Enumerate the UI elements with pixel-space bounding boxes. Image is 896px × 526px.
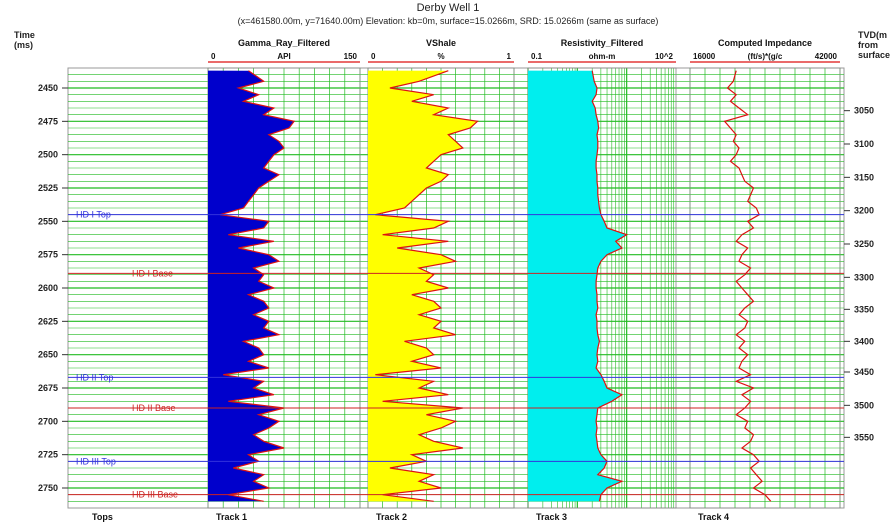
track-1-footer[interactable]: Track 1 [216, 512, 248, 522]
track-3-scale-unit: ohm-m [588, 52, 616, 61]
track-4-header[interactable]: Computed Impedance 16000 (ft/s)*(g/c 420… [690, 38, 840, 64]
tvd-axis-tick-label: 3300 [854, 272, 874, 282]
time-axis-tick-label: 2500 [38, 150, 58, 160]
track-3-curve-name: Resistivity_Filtered [560, 38, 644, 48]
track-3-footer[interactable]: Track 3 [536, 512, 568, 522]
track-1-curve-name: Gamma_Ray_Filtered [237, 38, 331, 48]
track-2-scale-min: 0 [371, 52, 376, 61]
time-axis-tick-label: 2650 [38, 350, 58, 360]
track-4-curve [723, 70, 772, 502]
tvd-axis-tick-label: 3050 [854, 106, 874, 116]
time-axis-tick-label: 2575 [38, 250, 58, 260]
time-axis-tick-label: 2550 [38, 216, 58, 226]
time-axis-tick-label: 2525 [38, 183, 58, 193]
track-2-curve [375, 70, 479, 502]
time-axis-tick-label: 2675 [38, 383, 58, 393]
track-4-footer[interactable]: Track 4 [698, 512, 730, 522]
time-axis-tick-label: 2750 [38, 483, 58, 493]
time-axis-title-line1: Time [14, 30, 35, 40]
formation-top-label: HD II Base [132, 403, 176, 413]
time-axis-tick-label: 2625 [38, 316, 58, 326]
track-1-header[interactable]: Gamma_Ray_Filtered 0 API 150 [208, 38, 360, 64]
tvd-axis-tick-label: 3550 [854, 432, 874, 442]
track-3-curve [591, 70, 629, 502]
track-3-header[interactable]: Resistivity_Filtered 0.1 ohm-m 10^2 [528, 38, 676, 64]
track-1-scale-unit: API [277, 52, 291, 61]
time-axis-tick-label: 2475 [38, 116, 58, 126]
formation-top-label: HD I Top [76, 210, 111, 220]
track-1-curve [220, 70, 296, 502]
track-1-scale-max: 150 [343, 52, 357, 61]
track-2-fill [368, 70, 478, 502]
tvd-axis-tick-label: 3100 [854, 139, 874, 149]
track-4-scale-max: 42000 [814, 52, 837, 61]
well-location-subtitle: (x=461580.00m, y=71640.00m) Elevation: k… [237, 16, 659, 26]
formation-top-label: HD I Base [132, 268, 173, 278]
tvd-axis-title-line1: TVD(m [858, 30, 887, 40]
tvd-axis-tick-label: 3350 [854, 304, 874, 314]
track-2-footer[interactable]: Track 2 [376, 512, 408, 522]
formation-top-label: HD II Top [76, 372, 113, 382]
time-axis-title: Time (ms) [14, 30, 35, 50]
track-3-fill [528, 70, 627, 502]
track-3-scale-min: 0.1 [531, 52, 543, 61]
track-4-scale-min: 16000 [693, 52, 716, 61]
formation-top-label: HD III Top [76, 456, 116, 466]
track-1-scale-min: 0 [211, 52, 216, 61]
tvd-axis-tick-label: 3150 [854, 172, 874, 182]
formation-top-label: HD III Base [132, 490, 178, 500]
time-axis-title-line2: (ms) [14, 40, 34, 50]
tvd-axis-tick-label: 3200 [854, 206, 874, 216]
tvd-axis-tick-label: 3500 [854, 400, 874, 410]
tvd-axis-tick-label: 3450 [854, 367, 874, 377]
track-3-scale-max: 10^2 [654, 52, 673, 61]
tvd-axis-tick-label: 3250 [854, 239, 874, 249]
time-axis-tick-label: 2600 [38, 283, 58, 293]
track-4-frame [689, 67, 841, 509]
time-axis-tick-label: 2725 [38, 450, 58, 460]
tops-track-footer[interactable]: Tops [92, 512, 113, 522]
chart-title: Derby Well 1 [416, 2, 480, 14]
track-2-curve-name: VShale [425, 38, 456, 48]
tvd-axis-tick-label: 3400 [854, 336, 874, 346]
track-4-scale-unit: (ft/s)*(g/c [747, 52, 783, 61]
track-2-header[interactable]: VShale 0 % 1 [368, 38, 514, 64]
time-axis-tick-label: 2700 [38, 416, 58, 426]
time-axis-tick-label: 2450 [38, 83, 58, 93]
track-4-curve-name: Computed Impedance [717, 38, 812, 48]
tvd-axis-title-line3: surface [858, 50, 891, 60]
track-2-scale-max: 1 [506, 52, 511, 61]
tvd-axis-title: TVD(m from surface [858, 30, 890, 60]
track-2-scale-unit: % [437, 52, 445, 61]
tvd-axis-title-line2: from [858, 40, 878, 50]
